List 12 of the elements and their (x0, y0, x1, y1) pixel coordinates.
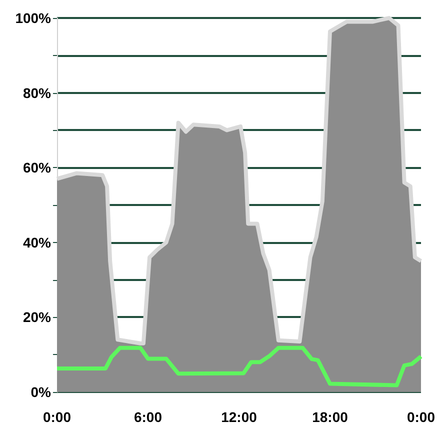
x-tick-label: 0:00 (406, 409, 436, 425)
x-tick-label: 12:00 (221, 409, 258, 425)
y-tick-label: 0% (30, 384, 52, 400)
y-tick-label: 100% (15, 10, 52, 26)
y-tick-label: 20% (22, 309, 52, 326)
y-tick-label: 80% (22, 84, 52, 101)
x-tick-label: 0:00 (42, 409, 72, 425)
y-tick-label: 40% (22, 234, 52, 250)
x-tick-label: 6:00 (134, 409, 162, 425)
y-tick-label: 60% (22, 160, 52, 176)
x-tick-label: 18:00 (312, 409, 348, 425)
line-series (55, 346, 423, 388)
